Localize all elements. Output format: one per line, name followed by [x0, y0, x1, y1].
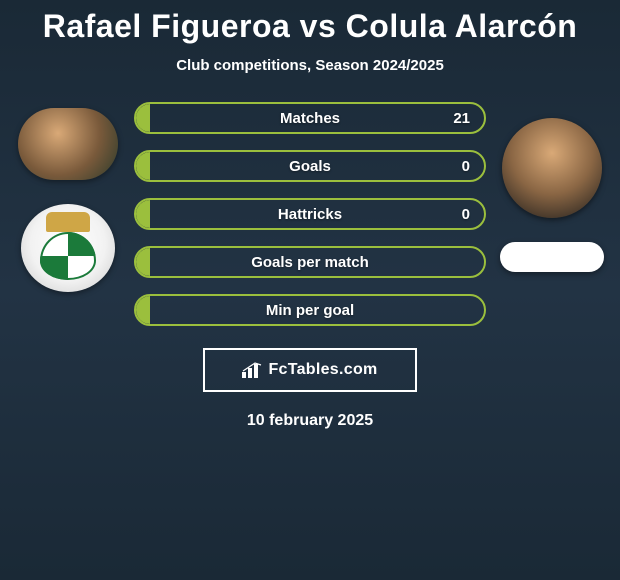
brand-label: FcTables.com	[268, 361, 377, 379]
date-text: 10 february 2025	[0, 412, 620, 430]
stat-value-right: 21	[453, 104, 470, 132]
stat-label: Matches	[136, 104, 484, 132]
stat-value-right: 0	[462, 200, 470, 228]
subtitle: Club competitions, Season 2024/2025	[0, 57, 620, 74]
stat-label: Hattricks	[136, 200, 484, 228]
stat-bar: Goals per match	[134, 246, 486, 278]
stat-bar: Matches21	[134, 102, 486, 134]
page-title: Rafael Figueroa vs Colula Alarcón	[0, 8, 620, 45]
stat-bar: Hattricks0	[134, 198, 486, 230]
stat-bar: Goals0	[134, 150, 486, 182]
bar-chart-icon	[242, 362, 262, 378]
stat-label: Goals per match	[136, 248, 484, 276]
left-club-logo-text: CLUB SANTOS	[44, 248, 91, 254]
main-area: CLUB SANTOS Matches21Goals0Hattricks0Goa…	[0, 102, 620, 326]
stat-label: Goals	[136, 152, 484, 180]
comparison-card: Rafael Figueroa vs Colula Alarcón Club c…	[0, 0, 620, 430]
stat-label: Min per goal	[136, 296, 484, 324]
left-club-logo: CLUB SANTOS	[21, 204, 115, 292]
stat-value-right: 0	[462, 152, 470, 180]
left-player-avatar	[18, 108, 118, 180]
right-player-avatar	[502, 118, 602, 218]
brand-box: FcTables.com	[203, 348, 417, 392]
left-player-column: CLUB SANTOS	[8, 102, 128, 292]
right-club-logo	[500, 242, 604, 272]
stat-bar: Min per goal	[134, 294, 486, 326]
stats-column: Matches21Goals0Hattricks0Goals per match…	[128, 102, 492, 326]
right-player-column	[492, 102, 612, 272]
